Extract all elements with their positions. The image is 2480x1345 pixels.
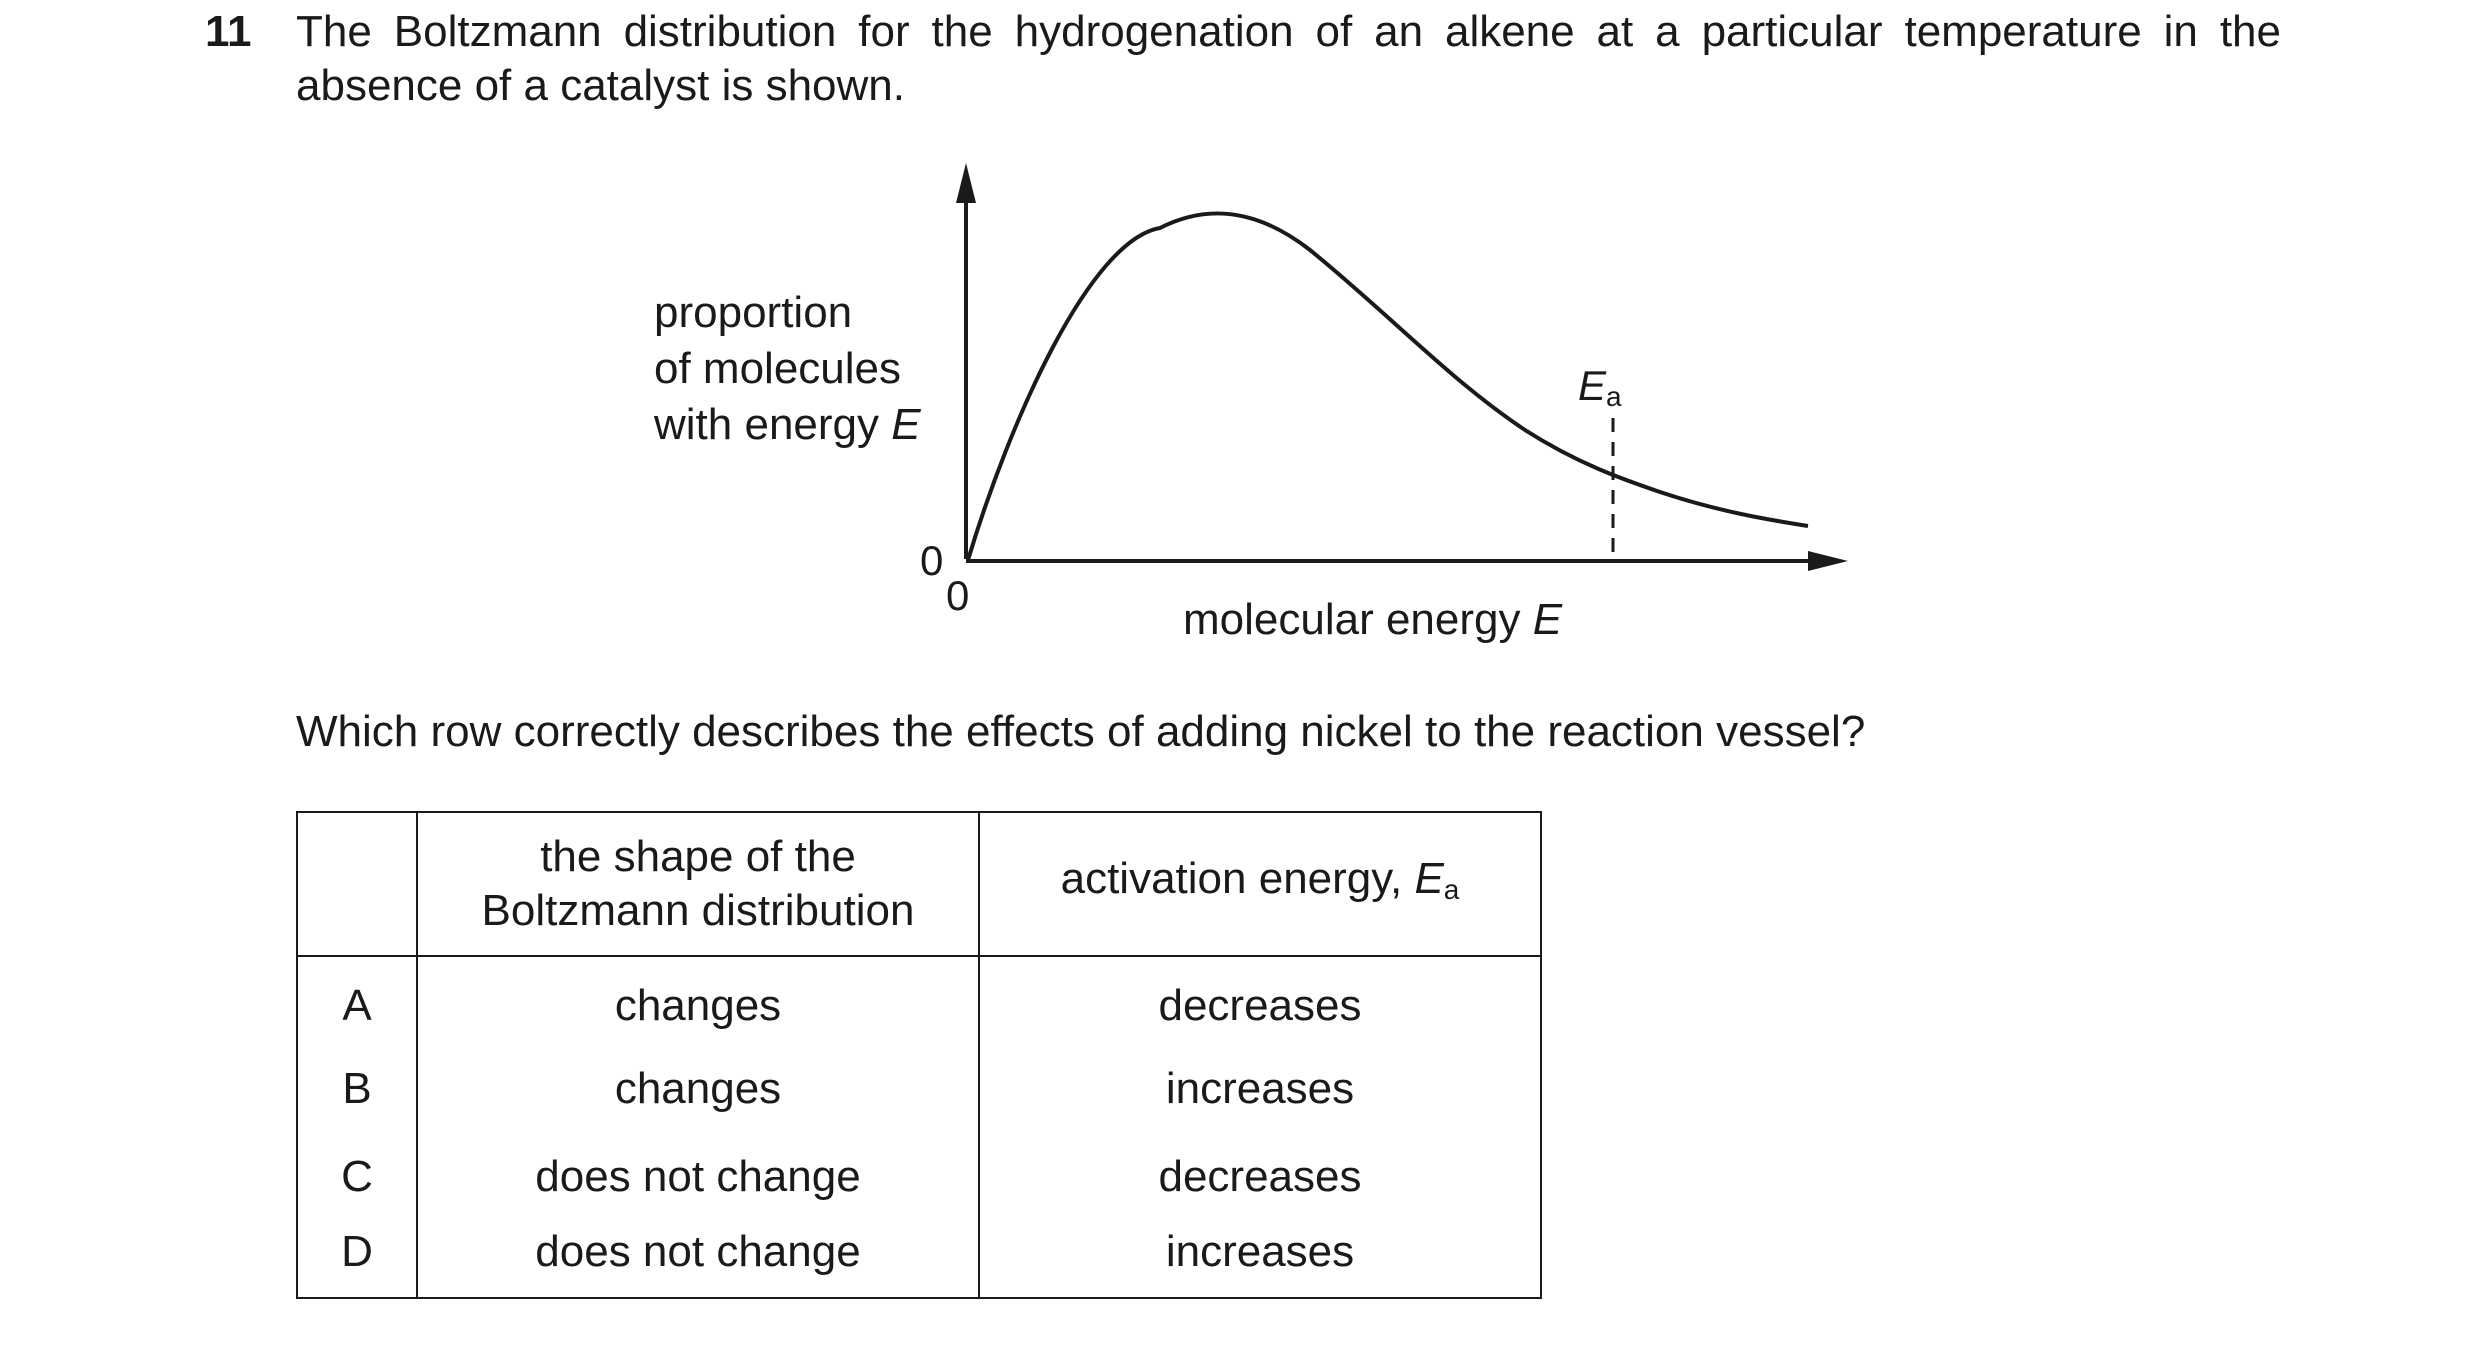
boltzmann-distribution-graph	[956, 163, 1848, 571]
ea-label-symbol: E	[1578, 362, 1607, 409]
x-axis-label: molecular energy E	[1183, 593, 1562, 647]
header-ea-text: activation energy,	[1060, 853, 1415, 903]
y-axis-label-line-1: proportion	[654, 288, 853, 337]
ea-label-subscript: a	[1606, 381, 1622, 412]
x-axis-label-text: molecular energy	[1183, 595, 1533, 644]
option-letter[interactable]: C	[296, 1133, 418, 1221]
option-letter[interactable]: D	[296, 1221, 418, 1299]
option-row-d[interactable]: D does not change increases	[296, 1221, 1542, 1299]
y-axis-label-line-2: of molecules	[654, 344, 902, 393]
x-axis-arrowhead	[1808, 551, 1848, 571]
question-prompt: Which row correctly describes the effect…	[296, 707, 1866, 756]
option-ea: increases	[978, 1221, 1542, 1299]
question-stem: The Boltzmann distribution for the hydro…	[296, 5, 2281, 113]
table-header-row: the shape of the Boltzmann distribution …	[296, 811, 1542, 957]
option-row-a[interactable]: A changes decreases	[296, 956, 1542, 1045]
option-ea: increases	[978, 1045, 1542, 1133]
option-shape: changes	[416, 956, 980, 1045]
x-axis-label-variable: E	[1532, 595, 1563, 644]
option-shape: does not change	[416, 1221, 980, 1299]
y-axis-label-line-3: with energy E	[654, 397, 921, 453]
ea-label: Ea	[1578, 362, 1622, 421]
y-axis-label-text: with energy	[654, 400, 892, 449]
y-axis-label-variable: E	[891, 400, 921, 449]
header-ea-subscript: a	[1443, 873, 1460, 905]
y-axis-label: proportion of molecules with energy E	[654, 285, 921, 453]
header-shape: the shape of the Boltzmann distribution	[416, 811, 980, 957]
header-letter-cell	[296, 811, 418, 957]
question-number: 11	[205, 7, 252, 56]
header-shape-line-2: Boltzmann distribution	[481, 886, 915, 935]
option-ea: decreases	[978, 1133, 1542, 1221]
option-ea: decreases	[978, 956, 1542, 1045]
option-shape: changes	[416, 1045, 980, 1133]
question-stem-line-1: The Boltzmann distribution for the hydro…	[296, 7, 2281, 56]
y-axis-origin-label: 0	[920, 537, 944, 584]
option-row-b[interactable]: B changes increases	[296, 1045, 1542, 1133]
option-letter[interactable]: B	[296, 1045, 418, 1133]
y-axis-arrowhead	[956, 163, 976, 203]
question-stem-line-2: absence of a catalyst is shown.	[296, 61, 905, 110]
header-ea-symbol: E	[1414, 853, 1444, 903]
option-shape: does not change	[416, 1133, 980, 1221]
option-letter[interactable]: A	[296, 956, 418, 1045]
header-activation-energy: activation energy, Ea	[978, 811, 1542, 957]
x-axis-origin-label: 0	[946, 572, 970, 619]
option-row-c[interactable]: C does not change decreases	[296, 1133, 1542, 1221]
answer-options-table: the shape of the Boltzmann distribution …	[296, 811, 1542, 1299]
distribution-curve	[966, 211, 1809, 561]
header-shape-line-1: the shape of the	[540, 832, 856, 881]
